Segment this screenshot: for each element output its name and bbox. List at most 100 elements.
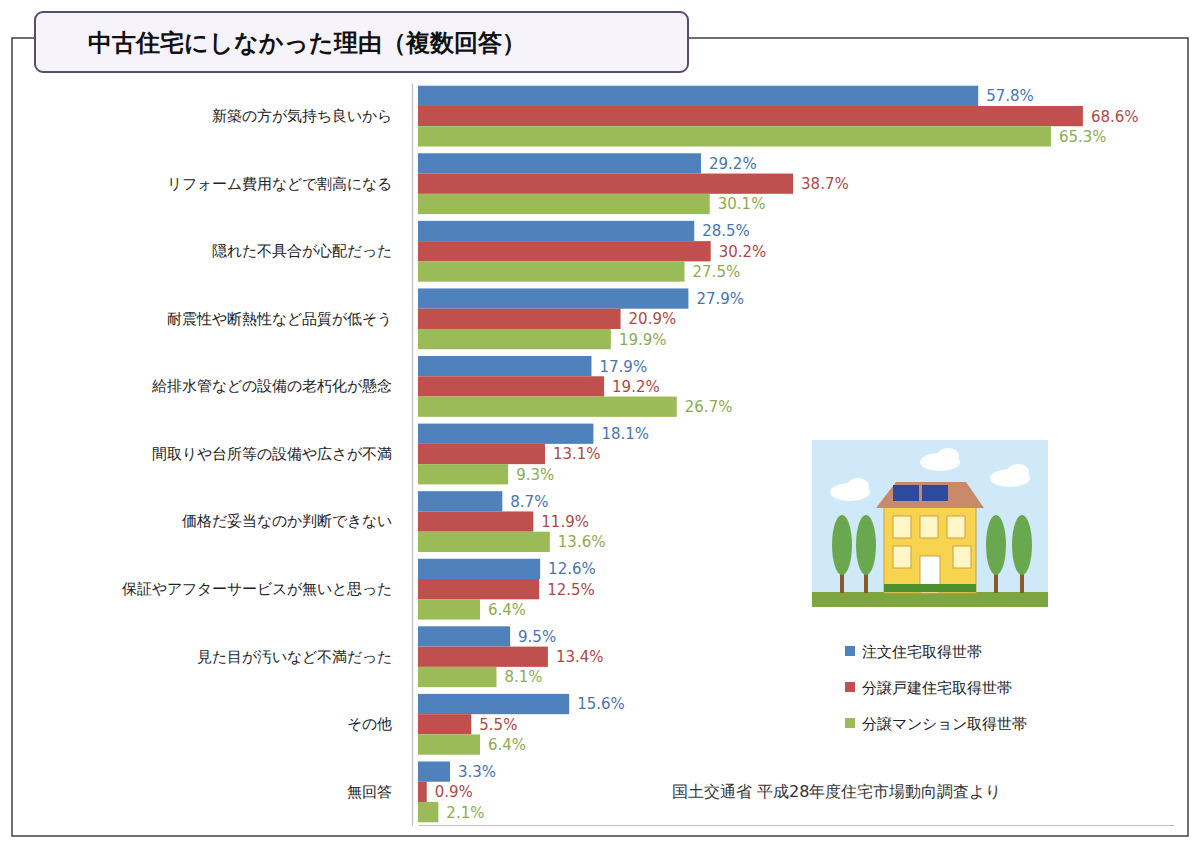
tick: 保証やアフターサービスが無いと思った [122, 580, 392, 598]
tick: 価格だ妥当なのか判断できない [182, 512, 392, 530]
legend-marker [845, 682, 855, 692]
ground [812, 592, 1048, 607]
bar [418, 288, 688, 308]
category-label: 見た目が汚いなど不満だった [197, 648, 392, 666]
bar [418, 464, 508, 484]
data-label: 26.7% [685, 398, 733, 416]
data-label: 19.2% [612, 378, 660, 396]
data-label: 27.5% [693, 263, 741, 281]
y-axis: 新築の方が気持ち良いからリフォーム費用などで割高になる隠れた不具合が心配だった耐… [122, 84, 413, 826]
legend-label: 分譲マンション取得世帯 [862, 715, 1027, 733]
axis-line [419, 825, 1175, 826]
bar [418, 329, 611, 349]
bar [418, 194, 710, 214]
data-label: 0.9% [435, 783, 473, 801]
data-label: 9.5% [518, 628, 556, 646]
data-label: 12.5% [547, 581, 595, 599]
tick: 無回答 [347, 783, 392, 801]
tick: 給排水管などの設備の老朽化が懸念 [151, 377, 392, 395]
house [884, 506, 976, 593]
bar [418, 376, 604, 396]
data-label: 3.3% [458, 763, 496, 781]
bars [418, 86, 1083, 823]
tick: 耐震性や断熱性など品質が低そう [167, 310, 392, 328]
bar [418, 802, 438, 822]
bar [418, 579, 539, 599]
tick: 隠れた不具合が心配だった [212, 242, 392, 260]
bar [418, 241, 711, 261]
window [947, 516, 965, 538]
bar [418, 106, 1083, 126]
category-label: その他 [347, 715, 392, 733]
window [893, 546, 911, 568]
bar [418, 444, 545, 464]
category-label: 無回答 [347, 783, 392, 801]
cloud [847, 478, 869, 494]
bar [418, 667, 497, 687]
bar [418, 559, 540, 579]
tick: リフォーム費用などで割高になる [167, 174, 392, 192]
tick: 間取りや台所等の設備や広さが不満 [152, 445, 392, 463]
bar [418, 491, 502, 511]
data-label: 29.2% [709, 155, 757, 173]
bar [418, 761, 450, 781]
bar [418, 174, 793, 194]
category-label: 価格だ妥当なのか判断できない [182, 512, 392, 530]
bar [418, 356, 591, 376]
x-axis [419, 825, 1175, 826]
category-label: リフォーム費用などで割高になる [167, 174, 392, 192]
bar [418, 309, 621, 329]
category-label: 新築の方が気持ち良いから [212, 107, 392, 125]
data-label: 2.1% [446, 804, 484, 822]
tree [986, 515, 1006, 575]
data-label: 65.3% [1059, 128, 1107, 146]
illustration [812, 440, 1048, 607]
data-label: 19.9% [619, 331, 667, 349]
bar [418, 532, 550, 552]
bar [418, 734, 480, 754]
frame [12, 38, 1188, 836]
data-label: 15.6% [577, 695, 625, 713]
bar [418, 261, 685, 281]
legend: 注文住宅取得世帯分譲戸建住宅取得世帯分譲マンション取得世帯 [845, 643, 1027, 733]
data-label: 57.8% [986, 87, 1034, 105]
legend-marker [845, 646, 855, 656]
data-labels: 57.8%29.2%28.5%27.9%17.9%18.1%8.7%12.6%9… [435, 87, 1139, 821]
data-label: 17.9% [599, 358, 647, 376]
tick: その他 [347, 715, 392, 733]
data-label: 9.3% [516, 466, 554, 484]
tick: 見た目が汚いなど不満だった [197, 648, 392, 666]
data-label: 11.9% [541, 513, 589, 531]
data-label: 28.5% [702, 222, 750, 240]
data-label: 8.1% [505, 668, 543, 686]
legend-marker [845, 718, 855, 728]
bar [418, 86, 978, 106]
bar [418, 599, 480, 619]
bar [418, 782, 427, 802]
chart: 中古住宅にしなかった理由（複数回答） 新築の方が気持ち良いからリフォーム費用などで… [0, 0, 1200, 852]
annotation: 国土交通省 平成28年度住宅市場動向調査より [672, 782, 1001, 801]
category-label: 耐震性や断熱性など品質が低そう [167, 310, 392, 328]
data-label: 6.4% [488, 601, 526, 619]
category-label: 間取りや台所等の設備や広さが不満 [152, 445, 392, 463]
bar [418, 647, 548, 667]
bar [418, 397, 677, 417]
category-label: 給排水管などの設備の老朽化が懸念 [151, 377, 392, 395]
data-label: 12.6% [548, 560, 596, 578]
solar-panel [922, 485, 948, 501]
bar [418, 221, 694, 241]
tree [1012, 515, 1032, 575]
bar [418, 424, 593, 444]
legend-label: 注文住宅取得世帯 [862, 643, 982, 661]
cloud [937, 448, 959, 464]
data-label: 30.2% [719, 243, 767, 261]
data-label: 6.4% [488, 736, 526, 754]
cloud [1007, 464, 1029, 480]
bar [418, 694, 569, 714]
data-label: 8.7% [510, 493, 548, 511]
tick: 新築の方が気持ち良いから [212, 107, 392, 125]
title: 中古住宅にしなかった理由（複数回答） [88, 29, 526, 57]
data-label: 13.4% [556, 648, 604, 666]
data-label: 18.1% [601, 425, 649, 443]
tree [832, 515, 852, 575]
